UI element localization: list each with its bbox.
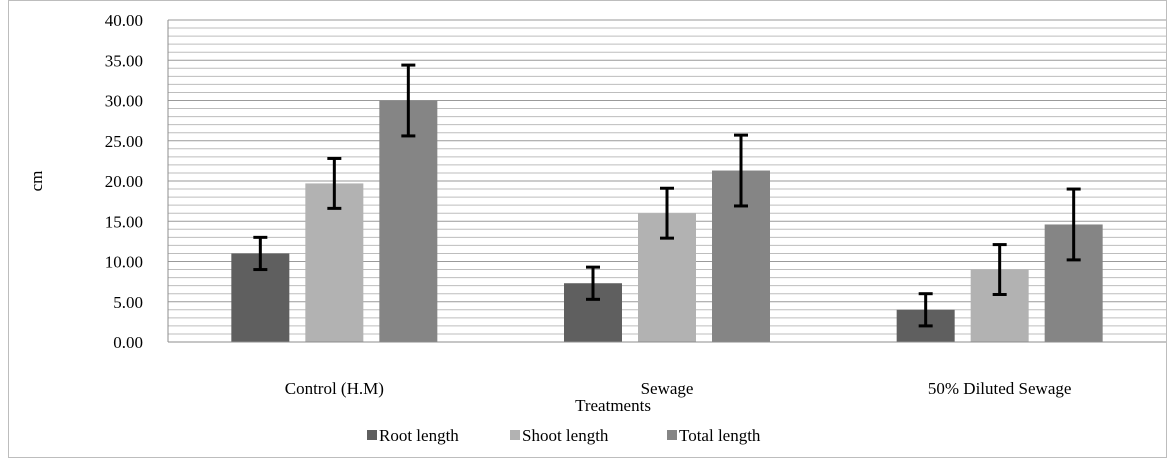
y-tick-label: 20.00: [105, 172, 143, 191]
x-tick-label: 50% Diluted Sewage: [928, 379, 1072, 398]
x-tick-label: Control (H.M): [285, 379, 384, 398]
legend-swatch: [510, 430, 520, 440]
y-tick-label: 0.00: [113, 333, 143, 352]
legend-swatch: [367, 430, 377, 440]
y-tick-label: 5.00: [113, 293, 143, 312]
legend: Root length Shoot length Total length: [367, 426, 761, 445]
y-tick-label: 35.00: [105, 51, 143, 70]
legend-label: Root length: [379, 426, 459, 445]
legend-swatch: [667, 430, 677, 440]
legend-label: Total length: [679, 426, 761, 445]
y-tick-label: 40.00: [105, 11, 143, 30]
x-axis-title: Treatments: [575, 396, 651, 415]
y-tick-label: 25.00: [105, 132, 143, 151]
y-axis-title: cm: [27, 171, 46, 192]
legend-label: Shoot length: [522, 426, 609, 445]
y-tick-label: 15.00: [105, 212, 143, 231]
y-tick-label: 30.00: [105, 92, 143, 111]
y-tick-label: 10.00: [105, 253, 143, 272]
